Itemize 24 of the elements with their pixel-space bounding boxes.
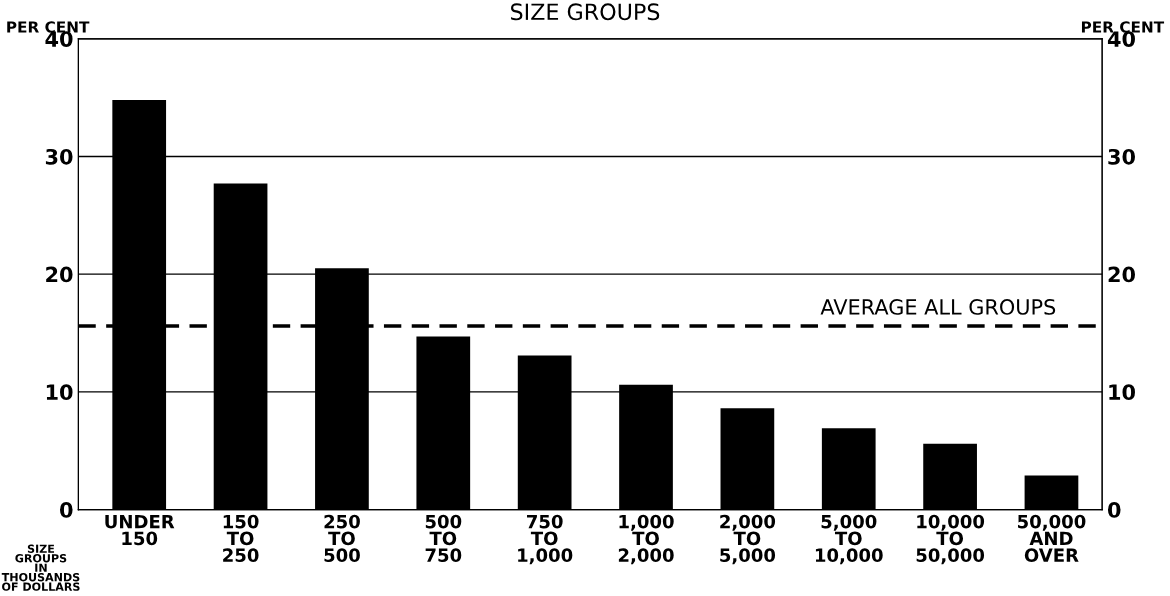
y-axis-title: PER CENT xyxy=(7,21,90,33)
x-tick-label: 500 TO 750 xyxy=(425,514,462,562)
x-axis-title: SIZE GROUPS IN THOUSANDS OF DOLLARS xyxy=(1,544,80,591)
x-tick-label: 750 TO 1,000 xyxy=(518,514,573,565)
x-tick-label: 2,000 TO 5,000 xyxy=(720,514,776,565)
x-tick-label: 250 TO 500 xyxy=(324,514,360,562)
y-tick-label: 10 xyxy=(46,384,73,401)
y-tick-label: 0 xyxy=(60,502,73,518)
y2-tick-label: 30 xyxy=(1108,148,1135,165)
x-tick-label: UNDER 150 xyxy=(105,515,175,546)
ref-line-label: AVERAGE ALL GROUPS xyxy=(820,299,1056,315)
y2-tick-label: 40 xyxy=(1107,31,1135,47)
y2-tick-label: 10 xyxy=(1109,384,1135,401)
x-tick-label: 150 TO 250 xyxy=(223,514,259,562)
x-tick-label: 5,000 TO 10,000 xyxy=(815,514,883,565)
x-tick-label: 10,000 TO 50,000 xyxy=(916,514,985,565)
y2-tick-label: 20 xyxy=(1108,266,1135,283)
x-tick-label: 50,000 AND OVER xyxy=(1018,514,1086,562)
y-tick-label: 30 xyxy=(45,148,73,165)
y-tick-label: 20 xyxy=(46,266,73,283)
chart-title: SIZE GROUPS xyxy=(511,3,660,21)
y2-tick-label: 0 xyxy=(1108,502,1121,518)
y-tick-label: 40 xyxy=(45,31,73,47)
x-tick-label: 1,000 TO 2,000 xyxy=(618,514,674,565)
